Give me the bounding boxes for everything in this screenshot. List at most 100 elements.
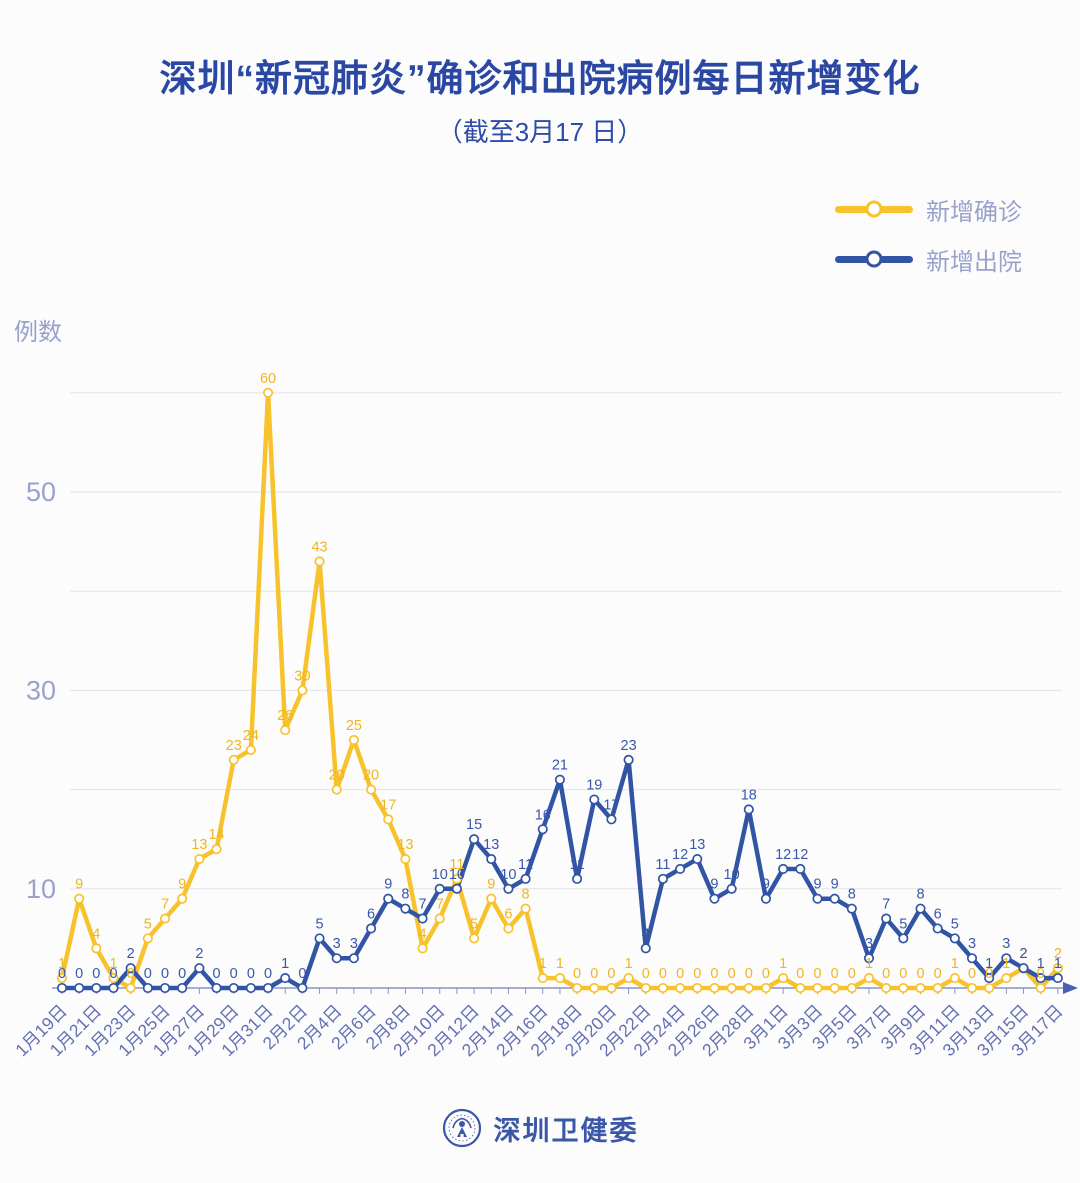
- svg-text:4: 4: [419, 926, 427, 942]
- svg-text:0: 0: [813, 966, 821, 982]
- chart-subtitle: （截至3月17 日）: [436, 117, 644, 147]
- svg-text:20: 20: [329, 768, 345, 784]
- svg-text:0: 0: [607, 966, 615, 982]
- svg-text:15: 15: [466, 817, 482, 833]
- svg-text:1: 1: [625, 956, 633, 972]
- svg-text:0: 0: [659, 966, 667, 982]
- svg-text:10: 10: [26, 874, 56, 904]
- svg-text:9: 9: [710, 877, 718, 893]
- svg-text:1: 1: [865, 956, 873, 972]
- svg-text:1: 1: [58, 956, 66, 972]
- svg-text:0: 0: [1037, 966, 1045, 982]
- x-axis-arrow-icon: [1063, 982, 1078, 994]
- svg-text:0: 0: [968, 966, 976, 982]
- series-confirmed-markers: [56, 387, 1063, 994]
- svg-text:3: 3: [968, 936, 976, 952]
- svg-text:10: 10: [724, 867, 740, 883]
- svg-text:1: 1: [556, 956, 564, 972]
- svg-text:10: 10: [449, 867, 465, 883]
- svg-text:3: 3: [865, 936, 873, 952]
- svg-text:5: 5: [899, 916, 907, 932]
- svg-text:13: 13: [397, 837, 413, 853]
- svg-text:0: 0: [92, 966, 100, 982]
- svg-text:0: 0: [642, 966, 650, 982]
- svg-text:30: 30: [294, 668, 310, 684]
- svg-text:13: 13: [191, 837, 207, 853]
- svg-text:17: 17: [380, 797, 396, 813]
- gridlines: [70, 392, 1062, 890]
- y-axis-tick-labels: 10 30 50: [26, 477, 56, 904]
- svg-text:9: 9: [178, 877, 186, 893]
- svg-text:0: 0: [109, 966, 117, 982]
- svg-text:0: 0: [144, 966, 152, 982]
- svg-text:8: 8: [401, 887, 409, 903]
- svg-text:7: 7: [419, 897, 427, 913]
- svg-text:9: 9: [487, 877, 495, 893]
- svg-text:13: 13: [689, 837, 705, 853]
- svg-text:1: 1: [539, 956, 547, 972]
- svg-text:11: 11: [449, 857, 464, 873]
- svg-text:2: 2: [195, 946, 203, 962]
- series-discharged-markers: [56, 754, 1063, 994]
- svg-text:0: 0: [127, 966, 135, 982]
- svg-text:0: 0: [161, 966, 169, 982]
- svg-text:12: 12: [775, 847, 791, 863]
- svg-text:0: 0: [676, 966, 684, 982]
- legend-label-confirmed: 新增确诊: [926, 198, 1022, 226]
- series-discharged-line: [59, 757, 1061, 991]
- svg-text:7: 7: [436, 897, 444, 913]
- svg-text:17: 17: [603, 797, 619, 813]
- svg-text:1: 1: [779, 956, 787, 972]
- svg-text:0: 0: [710, 966, 718, 982]
- svg-text:6: 6: [367, 906, 375, 922]
- svg-text:0: 0: [693, 966, 701, 982]
- svg-text:0: 0: [590, 966, 598, 982]
- svg-text:23: 23: [621, 738, 637, 754]
- svg-text:7: 7: [882, 897, 890, 913]
- svg-text:11: 11: [655, 857, 670, 873]
- svg-text:13: 13: [483, 837, 499, 853]
- svg-text:4: 4: [642, 926, 650, 942]
- svg-text:0: 0: [899, 966, 907, 982]
- svg-text:9: 9: [762, 877, 770, 893]
- svg-text:1: 1: [1054, 956, 1062, 972]
- svg-text:9: 9: [831, 877, 839, 893]
- svg-text:9: 9: [384, 877, 392, 893]
- legend-line-discharged-icon: [835, 250, 913, 268]
- svg-text:0: 0: [230, 966, 238, 982]
- svg-text:5: 5: [470, 916, 478, 932]
- svg-text:0: 0: [916, 966, 924, 982]
- svg-text:0: 0: [848, 966, 856, 982]
- health-commission-logo-icon: [442, 1108, 481, 1148]
- svg-text:43: 43: [311, 539, 327, 555]
- svg-text:0: 0: [573, 966, 581, 982]
- svg-text:0: 0: [728, 966, 736, 982]
- svg-text:18: 18: [741, 787, 757, 803]
- svg-text:0: 0: [212, 966, 220, 982]
- svg-text:30: 30: [26, 675, 56, 705]
- svg-text:0: 0: [882, 966, 890, 982]
- svg-text:60: 60: [260, 371, 276, 387]
- footer-brand-text: 深圳卫健委: [493, 1115, 639, 1146]
- legend: 新增确诊 新增出院: [835, 192, 1022, 276]
- svg-text:12: 12: [792, 847, 808, 863]
- svg-text:14: 14: [208, 827, 224, 843]
- svg-text:8: 8: [522, 887, 530, 903]
- svg-text:1: 1: [1002, 956, 1010, 972]
- svg-text:0: 0: [247, 966, 255, 982]
- legend-label-discharged: 新增出院: [926, 248, 1022, 276]
- legend-item-confirmed: 新增确诊: [835, 192, 1022, 226]
- svg-text:1: 1: [1037, 956, 1045, 972]
- svg-text:16: 16: [535, 807, 551, 823]
- svg-text:12: 12: [672, 847, 688, 863]
- svg-text:1: 1: [109, 956, 117, 972]
- chart-title: 深圳“新冠肺炎”确诊和出院病例每日新增变化: [159, 58, 921, 99]
- svg-text:5: 5: [951, 916, 959, 932]
- svg-text:0: 0: [796, 966, 804, 982]
- svg-text:11: 11: [570, 857, 585, 873]
- series-confirmed-value-labels: 1941057913142324602630432025201713471159…: [58, 371, 1062, 982]
- svg-text:0: 0: [178, 966, 186, 982]
- svg-text:50: 50: [26, 477, 56, 507]
- svg-text:3: 3: [1002, 936, 1010, 952]
